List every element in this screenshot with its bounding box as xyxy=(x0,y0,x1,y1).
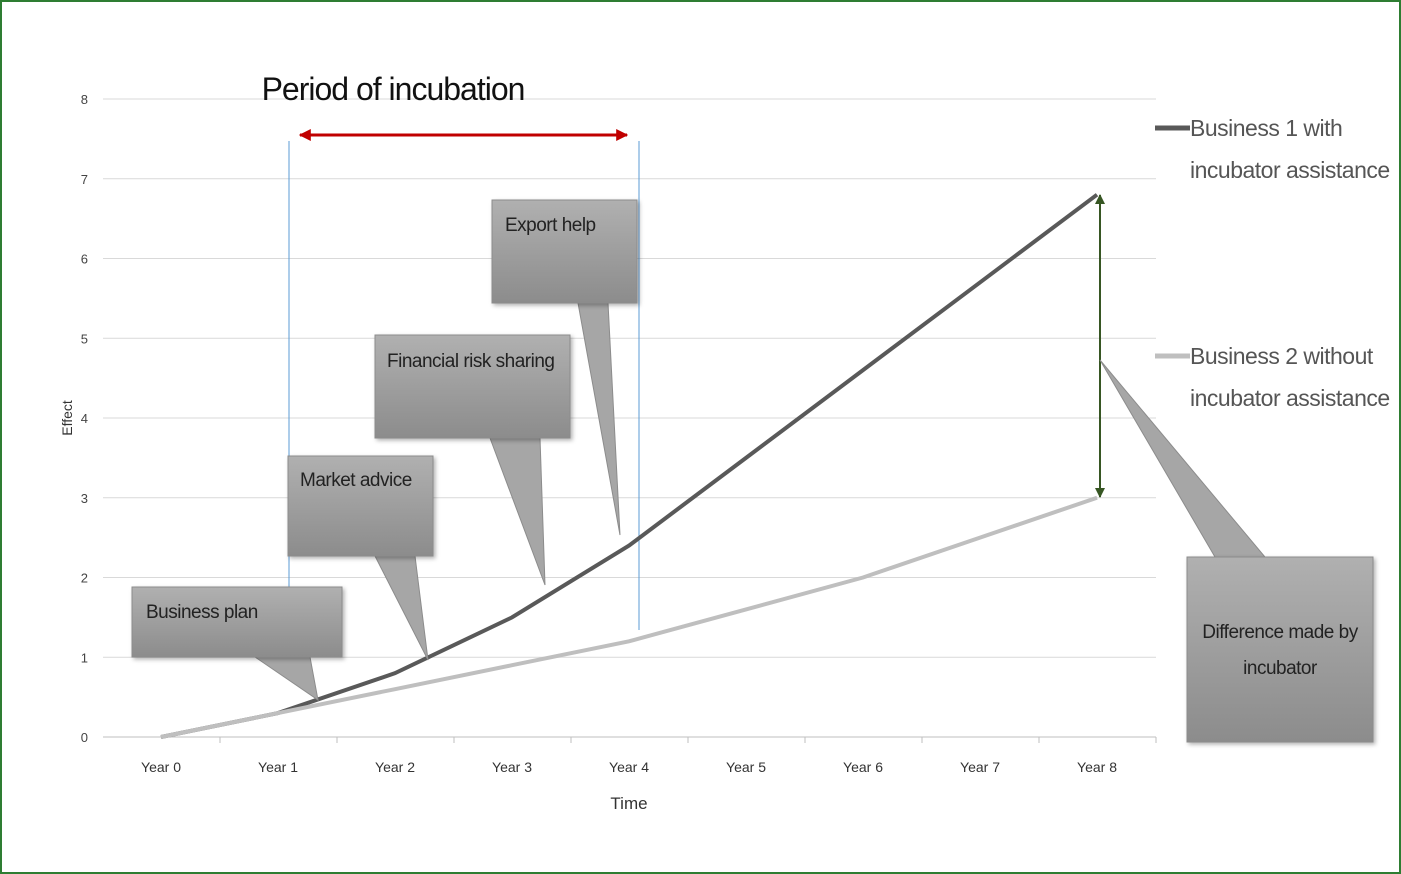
chart-title: Period of incubation xyxy=(262,71,525,107)
y-tick-label: 4 xyxy=(81,411,88,426)
x-tick-label: Year 1 xyxy=(258,759,298,775)
y-tick-label: 7 xyxy=(81,172,88,187)
x-tick-label: Year 3 xyxy=(492,759,532,775)
callout-pointer xyxy=(374,555,429,661)
x-tick-label: Year 4 xyxy=(609,759,649,775)
callout-box xyxy=(491,199,638,304)
y-tick-label: 2 xyxy=(81,571,88,586)
callout-text: Financial risk sharing xyxy=(387,351,555,372)
y-tick-label: 3 xyxy=(81,491,88,506)
callout-box xyxy=(287,455,434,557)
y-tick-label: 1 xyxy=(81,650,88,665)
callout-box xyxy=(374,334,571,439)
x-tick-label: Year 2 xyxy=(375,759,415,775)
x-tick-label: Year 7 xyxy=(960,759,1000,775)
legend-label: Business 2 without incubator assistance xyxy=(1190,343,1390,411)
x-axis-label: Time xyxy=(610,794,647,813)
x-tick-label: Year 5 xyxy=(726,759,766,775)
callout-box xyxy=(131,586,343,658)
callout-text: Difference made by incubator xyxy=(1202,622,1358,679)
y-tick-label: 6 xyxy=(81,252,88,267)
y-tick-label: 5 xyxy=(81,331,88,346)
y-tick-label: 0 xyxy=(81,730,88,745)
y-axis-label: Effect xyxy=(59,400,75,436)
x-tick-label: Year 8 xyxy=(1077,759,1117,775)
x-tick-label: Year 6 xyxy=(843,759,883,775)
legend-label: Business 1 with incubator assistance xyxy=(1190,115,1390,183)
callout-text: Market advice xyxy=(300,470,412,491)
y-tick-label: 8 xyxy=(81,92,88,107)
callout-text: Export help xyxy=(505,215,596,236)
callout-pointer xyxy=(489,437,546,586)
callout-text: Business plan xyxy=(146,602,258,623)
x-tick-label: Year 0 xyxy=(141,759,181,775)
series-line xyxy=(160,495,1098,739)
callout-pointer xyxy=(253,656,319,702)
callout-box xyxy=(1186,556,1374,743)
